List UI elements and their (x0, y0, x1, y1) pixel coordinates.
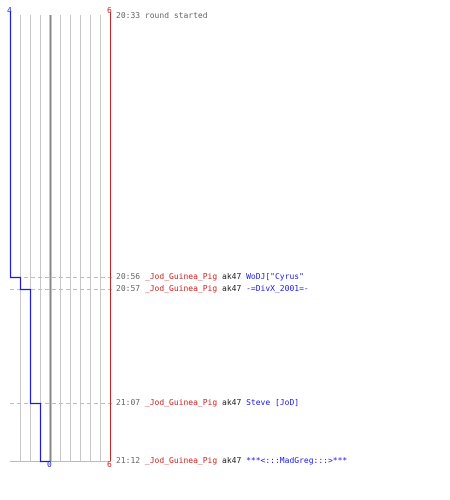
event-text: round started (144, 11, 208, 20)
kill-entry: 21:07 _Jod_Guinea_Pig ak47 Steve [JoD] (116, 398, 299, 408)
red-team-start-count: 6 (107, 6, 112, 15)
weapon-name: ak47 (222, 284, 242, 293)
weapon-name: ak47 (222, 398, 242, 407)
blue-team-end-count: 0 (47, 460, 52, 469)
round-start-entry: 20:33 round started (116, 11, 208, 21)
weapon-name: ak47 (222, 456, 242, 465)
kill-entry: 20:56 _Jod_Guinea_Pig ak47 WoDJ["Cyrus" (116, 272, 304, 282)
kill-time: 21:07 (116, 398, 141, 407)
killer-name[interactable]: _Jod_Guinea_Pig (144, 272, 218, 281)
killer-name[interactable]: _Jod_Guinea_Pig (144, 398, 218, 407)
killer-name[interactable]: _Jod_Guinea_Pig (144, 456, 218, 465)
kill-time: 21:12 (116, 456, 141, 465)
kill-time: 20:56 (116, 272, 141, 281)
kill-time: 20:57 (116, 284, 141, 293)
blue-team-start-count: 4 (7, 6, 12, 15)
victim-name[interactable]: -=DivX_2001=- (246, 284, 309, 293)
blue-team-step-line (9, 12, 51, 463)
victim-name[interactable]: Steve [JoD] (246, 398, 300, 407)
kill-entry: 21:12 _Jod_Guinea_Pig ak47 ***<:::MadGre… (116, 456, 347, 466)
kill-entry: 20:57 _Jod_Guinea_Pig ak47 -=DivX_2001=- (116, 284, 309, 294)
killer-name[interactable]: _Jod_Guinea_Pig (144, 284, 218, 293)
victim-name[interactable]: ***<:::MadGreg:::>*** (246, 456, 348, 465)
victim-name[interactable]: WoDJ["Cyrus" (246, 272, 304, 281)
event-time: 20:33 (116, 11, 141, 20)
red-team-end-count: 6 (107, 460, 112, 469)
weapon-name: ak47 (222, 272, 242, 281)
